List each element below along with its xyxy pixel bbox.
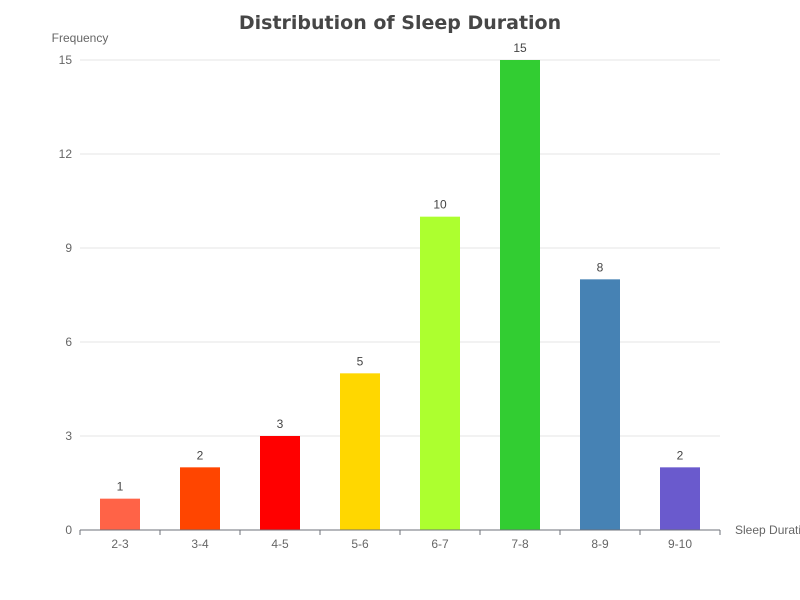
bar[interactable] — [500, 60, 540, 530]
y-tick-label: 9 — [65, 241, 72, 255]
data-label: 2 — [197, 448, 204, 462]
axis-layer — [79, 529, 721, 535]
bar[interactable] — [420, 216, 460, 530]
x-axis-label: Sleep Duration — [735, 523, 800, 537]
chart-title: Distribution of Sleep Duration — [239, 12, 561, 34]
x-tick-label: 8-9 — [591, 537, 609, 551]
bar[interactable] — [260, 436, 300, 530]
data-label: 8 — [597, 260, 604, 274]
data-label: 3 — [277, 417, 284, 431]
x-tick-label: 3-4 — [191, 537, 209, 551]
grid-layer — [80, 59, 720, 437]
bar[interactable] — [100, 498, 140, 530]
data-label: 2 — [677, 448, 684, 462]
x-tick-label: 6-7 — [431, 537, 449, 551]
y-tick-label: 3 — [65, 429, 72, 443]
y-tick-label: 15 — [59, 53, 73, 67]
data-label: 1 — [117, 480, 124, 494]
x-tick-label: 7-8 — [511, 537, 529, 551]
bar[interactable] — [580, 279, 620, 530]
x-tick-label: 5-6 — [351, 537, 369, 551]
data-label: 5 — [357, 354, 364, 368]
y-tick-label: 12 — [59, 147, 73, 161]
y-axis-label: Frequency — [52, 31, 109, 45]
bar-layer — [100, 60, 700, 530]
x-tick-label: 9-10 — [668, 537, 692, 551]
bar[interactable] — [660, 467, 700, 530]
data-label: 15 — [513, 41, 527, 55]
bar[interactable] — [340, 373, 380, 530]
y-tick-label: 0 — [65, 523, 72, 537]
data-label: 10 — [433, 198, 447, 212]
y-tick-label: 6 — [65, 335, 72, 349]
x-tick-label: 4-5 — [271, 537, 289, 551]
x-tick-label: 2-3 — [111, 537, 129, 551]
bar[interactable] — [180, 467, 220, 530]
